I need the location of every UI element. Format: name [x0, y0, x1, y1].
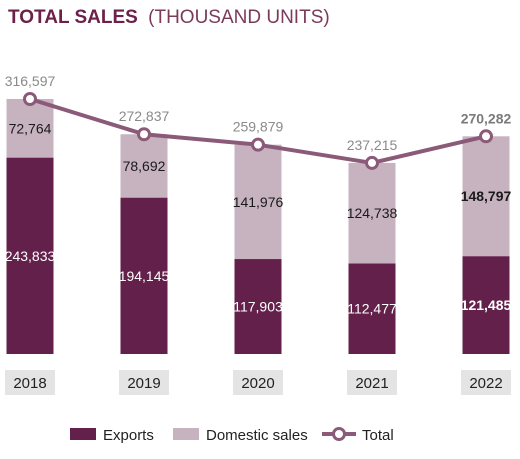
legend-label-domestic: Domestic sales — [206, 427, 308, 444]
year-axis: 2018 2019 2020 2021 2022 — [5, 370, 511, 395]
total-line-group — [23, 92, 493, 170]
bar-domestic-2018 — [6, 99, 54, 158]
bar-exports-2018 — [6, 157, 54, 354]
total-point-2020 — [251, 137, 265, 152]
label-domestic-2018: 72,764 — [9, 120, 52, 136]
legend-swatch-total-marker — [332, 427, 346, 441]
bar-domestic-2020 — [234, 144, 282, 260]
label-exports-2021: 112,477 — [347, 301, 397, 317]
legend-swatch-domestic — [173, 428, 199, 440]
label-exports-2018: 243,833 — [5, 248, 56, 264]
label-total-2021: 237,215 — [347, 137, 398, 153]
year-box-2018 — [5, 370, 55, 395]
legend-swatch-exports — [70, 428, 96, 440]
year-box-2021 — [347, 370, 397, 395]
year-label-2021: 2021 — [355, 375, 388, 392]
bar-domestic-2022 — [462, 136, 510, 257]
label-exports-2022: 121,485 — [461, 297, 512, 313]
total-point-2018 — [23, 92, 37, 106]
label-domestic-2019: 78,692 — [123, 158, 166, 174]
legend-label-total: Total — [362, 427, 394, 444]
legend: Exports Domestic sales Total — [70, 427, 394, 444]
bars-group — [6, 99, 510, 354]
year-label-2019: 2019 — [127, 375, 160, 392]
label-exports-2019: 194,145 — [119, 268, 170, 284]
label-total-2019: 272,837 — [119, 108, 170, 124]
year-box-2020 — [233, 370, 283, 395]
total-point-2022 — [479, 129, 493, 144]
bar-exports-2019 — [120, 197, 168, 354]
year-label-2022: 2022 — [469, 375, 502, 392]
chart-title-suffix: (THOUSAND UNITS) — [148, 7, 330, 28]
total-point-2019 — [137, 127, 151, 142]
chart-title: TOTAL SALES (THOUSAND UNITS) — [8, 7, 330, 28]
label-domestic-2020: 141,976 — [233, 194, 284, 210]
label-domestic-2021: 124,738 — [347, 205, 398, 221]
bar-domestic-2019 — [120, 134, 168, 198]
label-domestic-2022: 148,797 — [461, 188, 512, 204]
bar-exports-2020 — [234, 259, 282, 354]
label-exports-2020: 117,903 — [233, 299, 283, 315]
bar-domestic-2021 — [348, 162, 396, 264]
chart-title-main: TOTAL SALES — [8, 7, 138, 28]
label-total-2018: 316,597 — [5, 73, 56, 89]
year-box-2019 — [119, 370, 169, 395]
label-total-2020: 259,879 — [233, 119, 284, 135]
year-label-2018: 2018 — [13, 375, 46, 392]
year-box-2022 — [461, 370, 511, 395]
legend-label-exports: Exports — [103, 427, 154, 444]
label-total-2022: 270,282 — [461, 110, 512, 126]
labels-group: 243,833 72,764 316,597 194,145 78,692 272,837… — [5, 73, 512, 317]
year-label-2020: 2020 — [241, 375, 274, 392]
bar-exports-2022 — [462, 256, 510, 354]
total-point-2021 — [365, 155, 379, 170]
bar-exports-2021 — [348, 263, 396, 354]
